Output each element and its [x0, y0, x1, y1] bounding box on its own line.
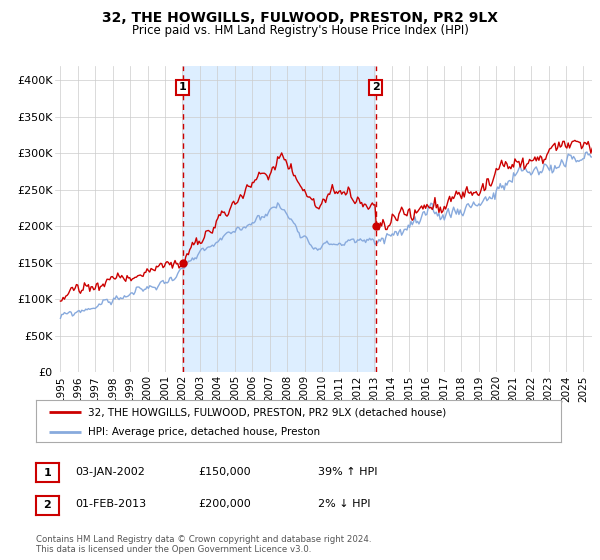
- Text: 32, THE HOWGILLS, FULWOOD, PRESTON, PR2 9LX (detached house): 32, THE HOWGILLS, FULWOOD, PRESTON, PR2 …: [89, 407, 447, 417]
- Text: £200,000: £200,000: [198, 499, 251, 509]
- Bar: [183, 66, 376, 372]
- Text: 01-FEB-2013: 01-FEB-2013: [75, 499, 146, 509]
- Text: 39% ↑ HPI: 39% ↑ HPI: [318, 466, 377, 477]
- Text: HPI: Average price, detached house, Preston: HPI: Average price, detached house, Pres…: [89, 427, 320, 437]
- Text: 1: 1: [44, 468, 51, 478]
- Text: 03-JAN-2002: 03-JAN-2002: [75, 466, 145, 477]
- Text: Contains HM Land Registry data © Crown copyright and database right 2024.
This d: Contains HM Land Registry data © Crown c…: [36, 535, 371, 554]
- Text: Price paid vs. HM Land Registry's House Price Index (HPI): Price paid vs. HM Land Registry's House …: [131, 24, 469, 37]
- Text: 2: 2: [372, 82, 380, 92]
- Text: 1: 1: [179, 82, 187, 92]
- Text: 2: 2: [44, 500, 51, 510]
- Text: 32, THE HOWGILLS, FULWOOD, PRESTON, PR2 9LX: 32, THE HOWGILLS, FULWOOD, PRESTON, PR2 …: [102, 11, 498, 25]
- Text: 2% ↓ HPI: 2% ↓ HPI: [318, 499, 371, 509]
- Text: £150,000: £150,000: [198, 466, 251, 477]
